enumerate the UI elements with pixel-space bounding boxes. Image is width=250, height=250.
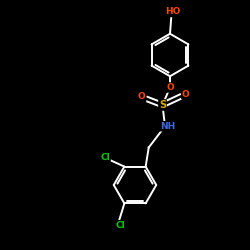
Text: HO: HO [165, 8, 180, 16]
Text: Cl: Cl [100, 153, 110, 162]
Text: Cl: Cl [116, 221, 126, 230]
Text: O: O [138, 92, 145, 101]
Text: NH: NH [160, 122, 175, 131]
Text: O: O [166, 83, 174, 92]
Text: O: O [182, 90, 190, 99]
Text: S: S [159, 100, 166, 110]
